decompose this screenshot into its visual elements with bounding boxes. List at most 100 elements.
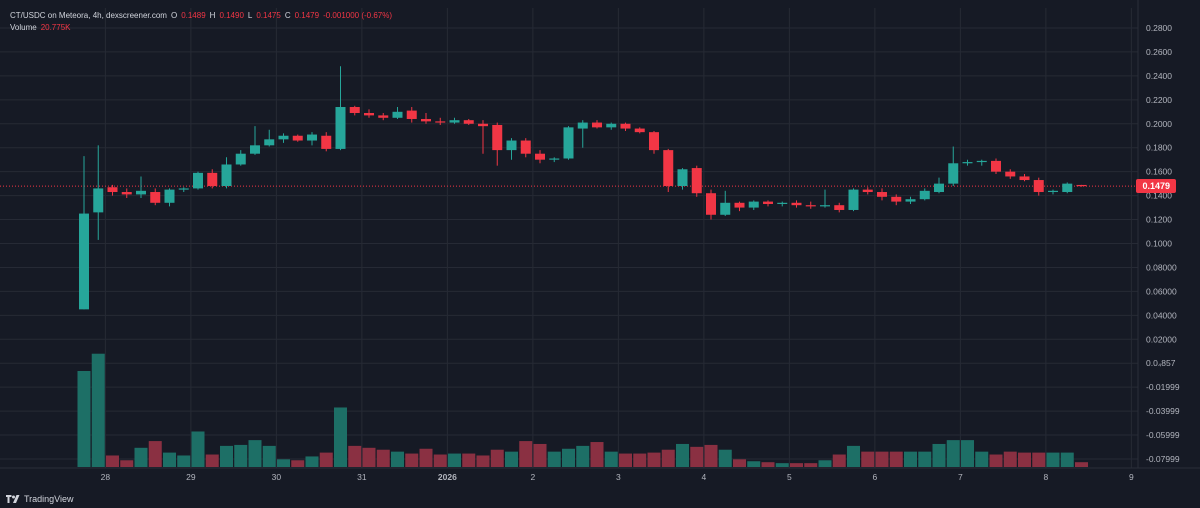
volume-bar bbox=[547, 451, 561, 467]
candle-body bbox=[720, 202, 731, 215]
x-tick-label: 5 bbox=[787, 472, 792, 482]
volume-bar bbox=[134, 447, 148, 467]
candle-body bbox=[877, 192, 887, 197]
tradingview-label: TradingView bbox=[24, 494, 74, 504]
volume-bar bbox=[362, 447, 376, 467]
low-value: 0.1475 bbox=[256, 11, 281, 20]
volume-bar bbox=[961, 440, 974, 467]
volume-bar bbox=[562, 448, 575, 467]
volume-bar bbox=[647, 452, 661, 467]
volume-bar bbox=[248, 440, 262, 467]
volume-bar bbox=[234, 444, 248, 467]
candle-body bbox=[734, 202, 745, 208]
candle-body bbox=[478, 123, 488, 127]
high-label: H bbox=[209, 11, 216, 20]
candle-body bbox=[520, 140, 531, 154]
x-tick-label: 7 bbox=[958, 472, 963, 482]
x-tick-label: 29 bbox=[186, 472, 196, 482]
y-tick-label: 0.2400 bbox=[1146, 71, 1172, 81]
candle-body bbox=[1033, 180, 1044, 193]
volume-bar bbox=[747, 461, 761, 467]
candle-body bbox=[1048, 190, 1058, 193]
candle-body bbox=[292, 135, 303, 141]
x-tick-label: 2 bbox=[531, 472, 536, 482]
candle-body bbox=[577, 122, 588, 129]
volume-bar bbox=[319, 452, 333, 467]
volume-bar bbox=[1032, 452, 1046, 467]
candle-body bbox=[506, 140, 517, 151]
volume-bar bbox=[704, 444, 718, 467]
open-label: O bbox=[170, 11, 178, 20]
volume-bar bbox=[733, 459, 746, 467]
candle-body bbox=[563, 127, 574, 159]
candle-body bbox=[492, 124, 503, 151]
x-tick-label: 30 bbox=[272, 472, 282, 482]
volume-bar bbox=[1060, 452, 1074, 467]
volume-bar bbox=[576, 445, 590, 467]
candle-body bbox=[592, 122, 602, 128]
volume-bar bbox=[462, 453, 476, 467]
symbol-title: CT/USDC on Meteora, 4h, dexscreener.com bbox=[10, 11, 167, 20]
volume-bar bbox=[818, 460, 832, 467]
volume-bar bbox=[904, 451, 917, 467]
legend-volume-row: Volume 20.775K bbox=[10, 22, 392, 34]
x-tick-label: 9 bbox=[1129, 472, 1134, 482]
volume-bar bbox=[1003, 451, 1017, 467]
legend-symbol-row: CT/USDC on Meteora, 4h, dexscreener.com … bbox=[10, 10, 392, 22]
volume-bar bbox=[163, 452, 176, 467]
candle-body bbox=[307, 134, 317, 141]
candle-body bbox=[79, 213, 89, 310]
candle-body bbox=[1062, 183, 1073, 193]
candle-body bbox=[791, 202, 802, 206]
volume-bar bbox=[433, 454, 447, 467]
candle-body bbox=[834, 205, 845, 210]
candle-body bbox=[392, 111, 403, 118]
volume-bar bbox=[120, 460, 134, 467]
volume-label: Volume bbox=[10, 23, 37, 32]
candle-body bbox=[421, 118, 431, 122]
y-tick-label: 0.0₄857 bbox=[1146, 358, 1176, 368]
candle-body bbox=[1005, 171, 1016, 177]
candle-body bbox=[364, 112, 374, 116]
candle-body bbox=[321, 135, 332, 149]
volume-bar bbox=[334, 407, 347, 467]
candle-body bbox=[948, 163, 959, 184]
x-tick-label: 6 bbox=[873, 472, 878, 482]
volume-bar bbox=[106, 455, 119, 467]
volume-bar bbox=[619, 453, 632, 467]
candle-body bbox=[820, 205, 830, 207]
candle-body bbox=[463, 120, 474, 124]
close-value: 0.1479 bbox=[294, 11, 320, 20]
volume-bar bbox=[590, 442, 604, 467]
volume-bar bbox=[177, 455, 191, 467]
candle-body bbox=[1019, 176, 1030, 181]
volume-bar bbox=[676, 443, 689, 467]
candle-body bbox=[1076, 184, 1087, 187]
volume-bar bbox=[305, 456, 319, 467]
volume-bar bbox=[946, 440, 960, 467]
x-tick-label: 28 bbox=[101, 472, 111, 482]
candle-body bbox=[934, 183, 944, 193]
y-tick-label: -0.07999 bbox=[1146, 454, 1180, 464]
x-tick-label: 2026 bbox=[438, 472, 457, 482]
volume-bar bbox=[376, 449, 390, 467]
close-label: C bbox=[284, 11, 291, 20]
volume-bar bbox=[476, 455, 490, 467]
low-label: L bbox=[247, 11, 253, 20]
candle-body bbox=[991, 160, 1001, 172]
volume-value: 20.775K bbox=[40, 23, 71, 32]
candle-body bbox=[535, 153, 545, 160]
volume-bar bbox=[220, 445, 233, 467]
candle-body bbox=[136, 190, 146, 195]
y-tick-label: -0.01999 bbox=[1146, 382, 1180, 392]
y-tick-label: 0.2600 bbox=[1146, 47, 1172, 57]
tradingview-branding[interactable]: TradingView bbox=[6, 494, 74, 504]
volume-bar bbox=[505, 451, 518, 467]
volume-bar bbox=[1075, 462, 1088, 467]
candle-body bbox=[848, 189, 859, 210]
volume-bar bbox=[875, 451, 889, 467]
x-tick-label: 31 bbox=[357, 472, 367, 482]
candle-body bbox=[378, 115, 389, 118]
